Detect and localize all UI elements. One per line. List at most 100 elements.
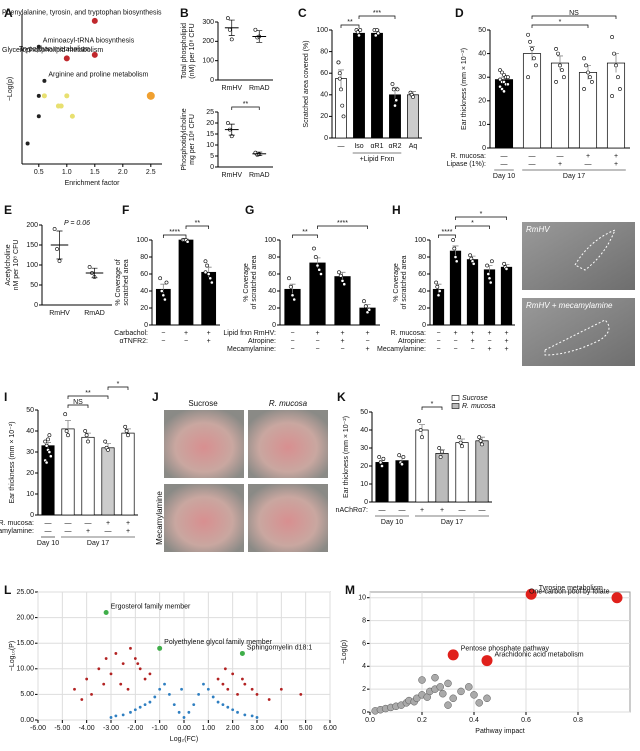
data-point bbox=[554, 46, 558, 51]
data-point bbox=[397, 453, 402, 458]
y-tick-label: 20 bbox=[360, 463, 368, 470]
x-tick-label: RmHV bbox=[49, 310, 70, 317]
data-point bbox=[126, 433, 130, 438]
x-tick-label: 0.2 bbox=[417, 717, 427, 724]
x-tick-label: 0.4 bbox=[469, 717, 479, 724]
y-tick-label: 10 bbox=[206, 142, 214, 149]
data-point bbox=[73, 687, 76, 691]
y-tick-label: 20 bbox=[320, 113, 328, 120]
data-point bbox=[500, 87, 504, 91]
data-point bbox=[192, 703, 196, 707]
panel-label: F bbox=[122, 203, 129, 217]
x-tick-label: 0.6 bbox=[521, 717, 531, 724]
bar bbox=[371, 32, 383, 139]
data-point bbox=[438, 455, 443, 459]
panel-label: E bbox=[4, 203, 12, 217]
row-value: — bbox=[45, 520, 52, 527]
row-value: − bbox=[436, 338, 440, 345]
y-tick-label: 50 bbox=[30, 282, 38, 289]
row-label: Mecamylamine: bbox=[227, 346, 276, 353]
data-point bbox=[36, 44, 41, 49]
data-point bbox=[104, 657, 108, 660]
x-tick-label: 4.00 bbox=[275, 725, 289, 732]
significance-bracket bbox=[531, 24, 589, 28]
point-label: Ergosterol family member bbox=[111, 603, 191, 610]
y-tick-label: 40 bbox=[360, 427, 368, 434]
data-point bbox=[243, 682, 247, 686]
y-tick-label: 60 bbox=[268, 271, 276, 278]
data-point bbox=[55, 247, 59, 251]
row-value: − bbox=[315, 338, 319, 345]
x-tick-label: αR2 bbox=[389, 143, 402, 150]
x-tick-label: 0.8 bbox=[573, 717, 583, 724]
data-point bbox=[129, 710, 132, 714]
significance-label: ** bbox=[347, 19, 353, 26]
data-point bbox=[239, 650, 245, 656]
row-label: R. mucosa: bbox=[0, 520, 34, 527]
data-point bbox=[226, 687, 230, 691]
row-value: − bbox=[315, 346, 319, 353]
data-point bbox=[114, 714, 118, 718]
point-label: Polyethylene glycol family member bbox=[164, 639, 272, 646]
data-point bbox=[159, 289, 164, 293]
row-value: + bbox=[184, 330, 188, 337]
data-point bbox=[395, 87, 400, 92]
bar bbox=[201, 271, 217, 326]
data-point bbox=[618, 87, 622, 91]
x-tick-label: 5.00 bbox=[299, 725, 313, 732]
x-tick-label: 1.0 bbox=[62, 169, 72, 176]
data-point bbox=[451, 238, 456, 242]
row-value: + bbox=[558, 161, 562, 168]
y-tick-label: 30 bbox=[26, 449, 34, 456]
data-point bbox=[216, 700, 220, 704]
significance-label: ** bbox=[302, 229, 308, 236]
significance-label: * bbox=[480, 211, 483, 218]
data-point bbox=[103, 439, 108, 444]
data-point bbox=[202, 682, 205, 686]
y-axis-label: Ear thickness (mm × 10⁻²) bbox=[9, 421, 16, 503]
x-tick-label: -6.00 bbox=[30, 725, 46, 732]
row-value: — bbox=[501, 153, 508, 160]
bar bbox=[121, 432, 135, 516]
data-point bbox=[106, 447, 110, 452]
data-point bbox=[66, 433, 70, 438]
y-tick-label: 0 bbox=[210, 164, 214, 171]
y-axis-label: Phosphotidylcholine bbox=[181, 108, 188, 170]
x-axis-label: Enrichment factor bbox=[65, 180, 121, 187]
significance-bracket bbox=[421, 406, 443, 410]
data-point bbox=[229, 37, 234, 42]
data-point bbox=[148, 672, 152, 676]
significance-bracket bbox=[292, 234, 318, 238]
data-point bbox=[63, 412, 68, 417]
data-point bbox=[157, 645, 163, 651]
x-axis-label: Pathway impact bbox=[475, 728, 524, 735]
data-point bbox=[46, 437, 50, 442]
data-point bbox=[526, 32, 530, 37]
data-point bbox=[143, 677, 147, 681]
y-axis-label: Scratched area covered (%) bbox=[303, 40, 310, 127]
bar bbox=[395, 460, 409, 503]
bar bbox=[353, 32, 365, 139]
error-bar bbox=[256, 151, 263, 156]
y-tick-label: 5 bbox=[210, 153, 214, 160]
data-point bbox=[158, 687, 162, 691]
row-value: — bbox=[65, 528, 72, 535]
data-point bbox=[418, 428, 423, 432]
data-point bbox=[525, 588, 537, 600]
data-point bbox=[470, 691, 478, 699]
data-point bbox=[612, 51, 616, 56]
y-axis-label: % Coverage bbox=[393, 263, 400, 302]
data-point bbox=[486, 272, 491, 276]
significance-label: *** bbox=[373, 10, 381, 17]
row-value: + bbox=[420, 507, 424, 514]
data-point bbox=[236, 710, 239, 714]
significance-bracket bbox=[438, 234, 456, 238]
x-tick-label: 6.00 bbox=[323, 725, 337, 732]
data-point bbox=[187, 710, 191, 714]
y-axis-label: Ear thickness (mm × 10⁻²) bbox=[461, 48, 468, 130]
row-value: − bbox=[290, 330, 294, 337]
y-axis-label: Acetylcholine bbox=[5, 244, 12, 285]
row-value: − bbox=[365, 338, 369, 345]
y-tick-label: 6 bbox=[362, 640, 366, 647]
row-value: − bbox=[453, 346, 457, 353]
